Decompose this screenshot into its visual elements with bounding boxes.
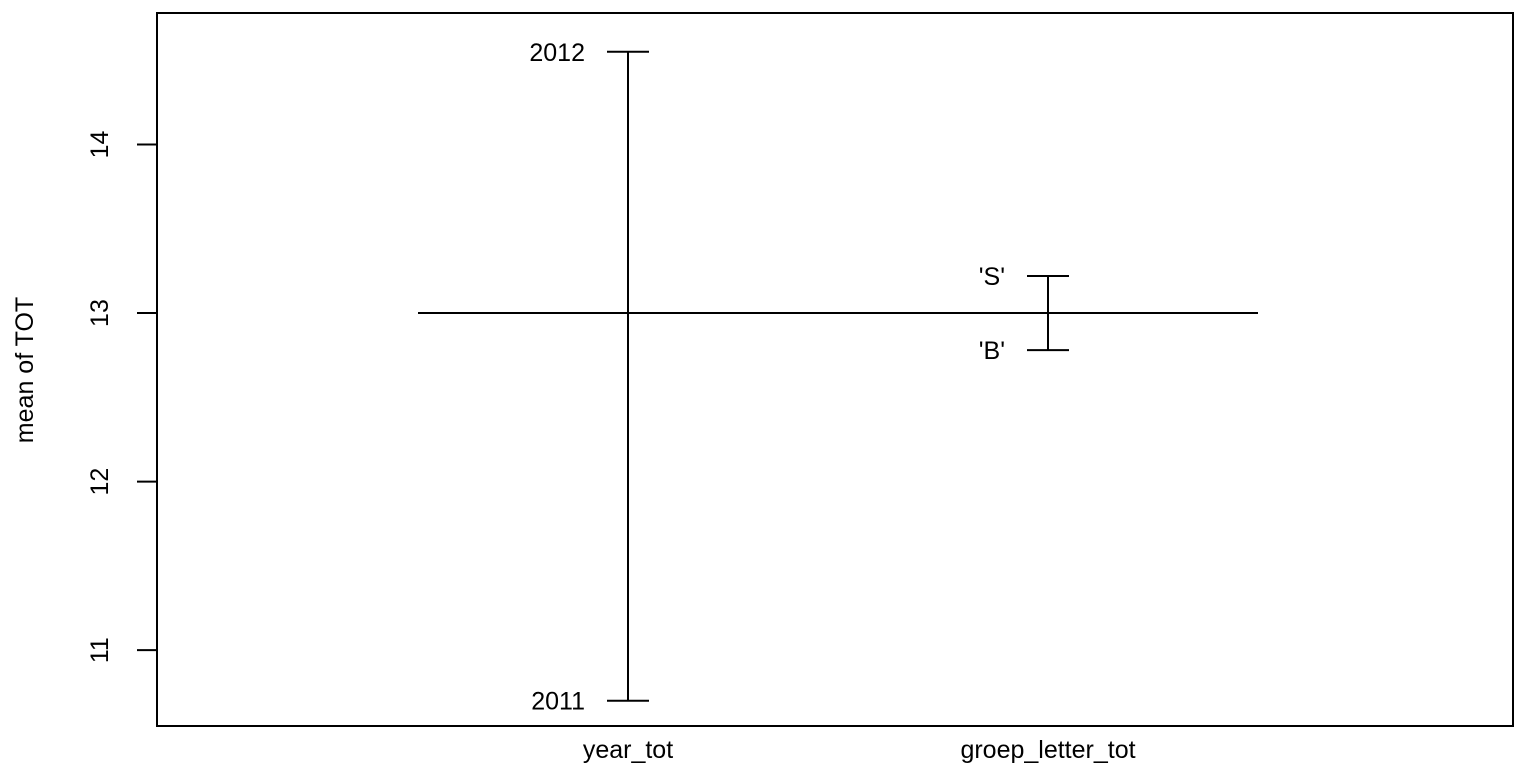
y-tick-label-13: 13 (86, 299, 114, 327)
level-label-year_tot-2011: 2011 (531, 688, 585, 716)
y-axis: 11 12 13 14 (86, 130, 158, 663)
x-factor-label-year_tot: year_tot (583, 736, 673, 764)
plot-frame (156, 12, 1514, 727)
y-axis-title: mean of TOT (11, 297, 39, 443)
x-factor-label-groep_letter_tot: groep_letter_tot (960, 736, 1135, 764)
y-tick-label-11: 11 (86, 637, 114, 663)
level-label-groep_letter_tot-B: 'B' (979, 337, 1005, 365)
y-tick-label-12: 12 (86, 468, 114, 496)
level-label-year_tot-2012: 2012 (529, 39, 585, 67)
x-axis: year_tot groep_letter_tot (583, 736, 1136, 764)
y-tick-label-14: 14 (86, 130, 114, 158)
level-label-groep_letter_tot-S: 'S' (979, 263, 1005, 291)
chart-marks: 2012 2011 'S' 'B' (418, 39, 1258, 716)
